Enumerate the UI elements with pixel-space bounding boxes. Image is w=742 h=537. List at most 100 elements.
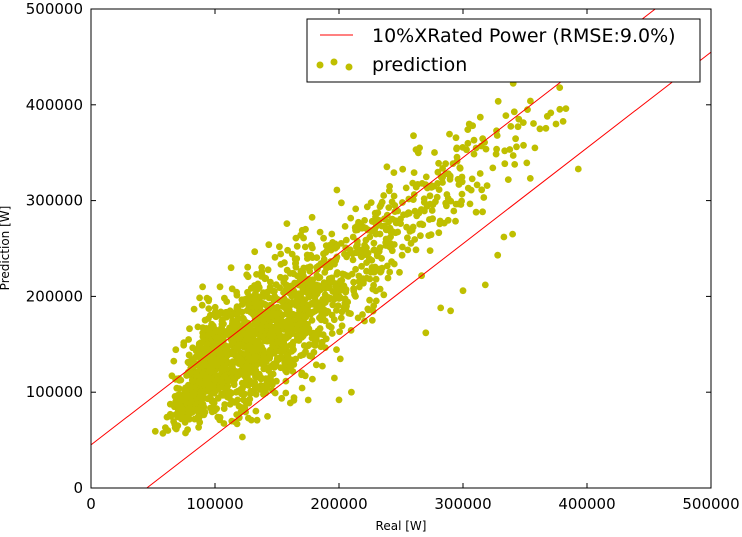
prediction-point — [240, 296, 248, 303]
prediction-point — [342, 285, 349, 293]
prediction-point — [428, 184, 435, 191]
prediction-point — [439, 179, 446, 186]
prediction-point — [283, 220, 291, 228]
prediction-point — [163, 413, 171, 421]
prediction-point — [183, 372, 191, 379]
prediction-point — [371, 263, 379, 271]
prediction-point — [196, 294, 204, 302]
prediction-point — [293, 242, 301, 250]
prediction-point — [429, 201, 437, 209]
prediction-point — [188, 397, 196, 405]
prediction-point — [309, 375, 316, 383]
prediction-point — [260, 318, 267, 325]
prediction-point — [408, 226, 416, 234]
prediction-point — [371, 246, 378, 254]
prediction-point — [166, 400, 174, 408]
prediction-point — [238, 341, 245, 348]
prediction-point — [472, 208, 480, 216]
prediction-point — [416, 144, 423, 152]
prediction-point — [290, 270, 298, 278]
prediction-point — [282, 334, 290, 342]
x-tick-label: 200000 — [310, 495, 367, 513]
prediction-point — [473, 181, 481, 189]
prediction-point — [180, 341, 188, 349]
prediction-point — [203, 379, 211, 387]
prediction-point — [182, 429, 189, 437]
prediction-point — [380, 291, 388, 299]
prediction-point — [388, 198, 396, 206]
prediction-point — [293, 325, 301, 333]
prediction-point — [494, 97, 502, 105]
prediction-point — [345, 309, 353, 317]
prediction-point — [370, 281, 377, 289]
prediction-point — [556, 84, 564, 91]
prediction-point — [464, 184, 472, 192]
prediction-point — [291, 279, 298, 287]
prediction-point — [209, 322, 217, 330]
prediction-point — [333, 307, 340, 314]
prediction-point — [530, 120, 537, 127]
prediction-point — [456, 164, 464, 172]
prediction-point — [290, 394, 298, 401]
prediction-point — [435, 186, 443, 194]
prediction-point — [527, 97, 534, 105]
prediction-point — [251, 248, 259, 256]
prediction-point — [190, 305, 198, 313]
prediction-point — [383, 163, 391, 171]
prediction-point — [205, 305, 213, 312]
prediction-point — [223, 328, 231, 335]
prediction-point — [403, 223, 410, 231]
prediction-point — [443, 191, 451, 198]
prediction-point — [319, 362, 326, 370]
prediction-point — [352, 265, 359, 273]
prediction-point — [175, 385, 183, 393]
prediction-point — [425, 232, 433, 240]
prediction-point — [458, 197, 465, 205]
prediction-point — [243, 307, 251, 314]
prediction-point — [252, 290, 259, 298]
prediction-point — [235, 334, 242, 342]
prediction-point — [242, 381, 250, 388]
prediction-point — [323, 246, 331, 254]
prediction-point — [415, 209, 423, 217]
prediction-point — [325, 295, 333, 303]
prediction-point — [426, 192, 434, 200]
prediction-point — [170, 357, 178, 365]
prediction-point — [331, 244, 339, 252]
prediction-point — [248, 416, 255, 424]
prediction-point — [372, 275, 380, 283]
prediction-point — [328, 230, 336, 238]
prediction-point — [409, 196, 417, 204]
prediction-point — [453, 153, 461, 161]
prediction-point — [193, 361, 201, 369]
prediction-point — [295, 290, 302, 298]
prediction-point — [297, 352, 304, 359]
prediction-point — [506, 146, 514, 153]
prediction-point — [327, 279, 334, 286]
y-axis-title: Prediction [W] — [0, 206, 12, 291]
prediction-point — [312, 361, 320, 369]
prediction-point — [450, 207, 458, 215]
prediction-point — [422, 329, 430, 337]
prediction-point — [483, 182, 491, 190]
prediction-point — [320, 234, 327, 242]
prediction-point — [372, 213, 379, 221]
prediction-point — [429, 215, 436, 223]
prediction-point — [267, 311, 275, 318]
prediction-point — [493, 132, 501, 139]
prediction-point — [195, 345, 203, 353]
prediction-point — [434, 168, 442, 176]
prediction-point — [274, 338, 282, 346]
prediction-point — [420, 195, 428, 203]
prediction-point — [349, 233, 357, 241]
prediction-point — [197, 388, 205, 396]
prediction-point — [417, 232, 424, 240]
prediction-point — [243, 335, 251, 343]
x-axis-title: Real [W] — [376, 519, 427, 533]
prediction-point — [510, 108, 518, 116]
prediction-point — [338, 276, 346, 284]
prediction-point — [369, 307, 377, 315]
prediction-point — [300, 234, 307, 242]
prediction-point — [185, 351, 193, 359]
prediction-point — [305, 308, 313, 316]
